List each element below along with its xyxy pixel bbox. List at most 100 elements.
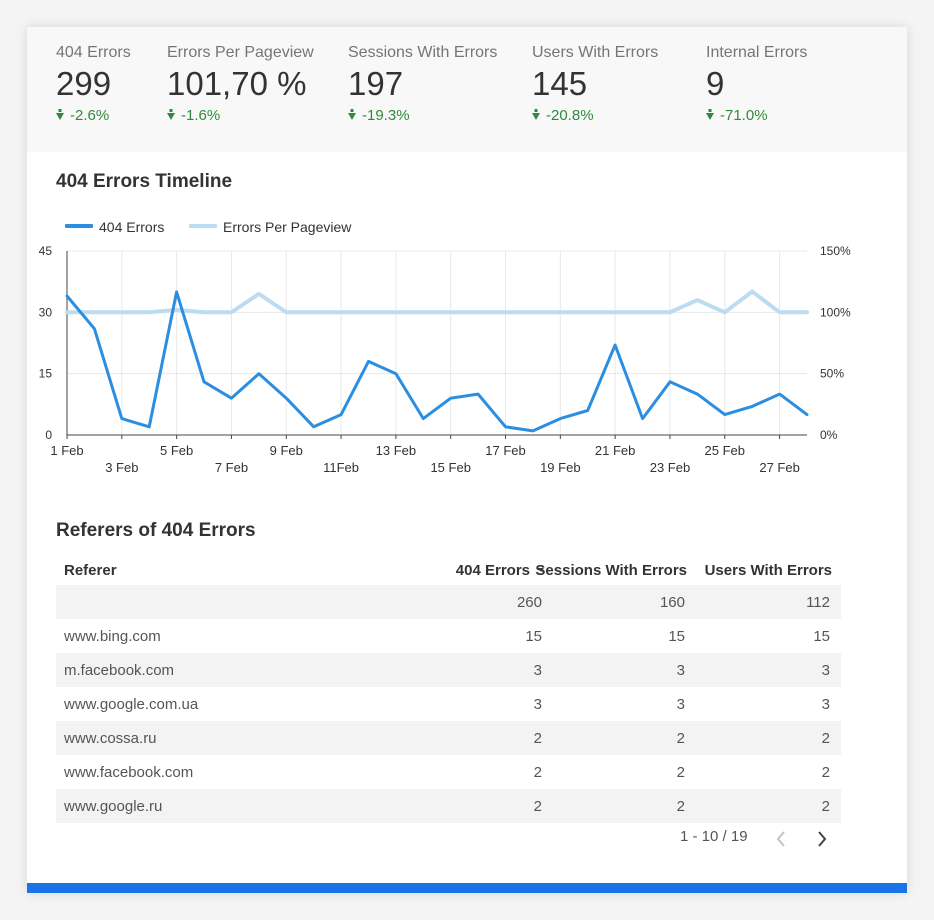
cell-referer: www.google.com.ua [64, 696, 199, 713]
kpi-value: 145 [532, 65, 588, 102]
kpi-delta-value: -19.3% [362, 107, 410, 124]
x-tick-label: 1 Feb [50, 443, 83, 458]
kpi-band: 404 Errors 299 -2.6% Errors Per Pageview… [27, 27, 907, 152]
kpi-label: Errors Per Pageview [167, 44, 314, 61]
column-header-label: 404 Errors [455, 562, 530, 579]
kpi-value: 9 [706, 65, 725, 102]
table-row: www.facebook.com 2 2 2 [56, 755, 841, 789]
kpi-value: 101,70 % [167, 65, 307, 102]
chevron-left-icon [776, 831, 785, 847]
kpi-delta: -71.0% [706, 107, 768, 124]
cell-referer: www.facebook.com [64, 764, 194, 781]
arrow-down-icon [706, 109, 714, 120]
cell-404-errors: 15 [525, 628, 542, 645]
column-header-404-errors[interactable]: 404 Errors [456, 562, 544, 579]
cell-sessions-with-errors: 3 [676, 662, 685, 679]
x-tick-label: 5 Feb [160, 443, 193, 458]
kpi-delta-value: -20.8% [546, 107, 594, 124]
x-tick-label: 11Feb [323, 460, 359, 475]
timeline-chart: 0 15 30 45 0% 50% 100% 150% 1 Feb 3 Feb 5 Feb 7 Feb… [39, 244, 851, 475]
kpi-delta-value: -2.6% [70, 107, 110, 124]
cell-users-with-errors: 3 [821, 662, 830, 679]
referers-title: Referers of 404 Errors [56, 520, 256, 541]
cell-sessions-with-errors: 15 [668, 628, 685, 645]
y-left-tick-label: 30 [39, 305, 53, 319]
y-left-tick-label: 0 [45, 428, 52, 442]
cell-404-errors: 3 [533, 662, 542, 679]
kpi-delta-value: -71.0% [720, 107, 768, 124]
cell-sessions-with-errors: 160 [659, 594, 685, 611]
x-tick-label: 25 Feb [705, 443, 745, 458]
legend-label: Errors Per Pageview [223, 219, 352, 235]
kpi-delta: -20.8% [532, 107, 594, 124]
x-tick-label: 19 Feb [540, 460, 580, 475]
y-left-tick-label: 45 [39, 244, 53, 258]
series-line-404-errors [65, 290, 809, 433]
y-right-tick-label: 100% [820, 305, 851, 319]
arrow-down-icon [167, 109, 175, 120]
x-tick-label: 13 Feb [376, 443, 416, 458]
cell-referer: www.cossa.ru [64, 730, 157, 747]
table-row: www.google.ru 2 2 2 [56, 789, 841, 823]
table-row: m.facebook.com 3 3 3 [56, 653, 841, 687]
cell-referer: m.facebook.com [64, 662, 175, 679]
bottom-accent-bar [27, 883, 907, 893]
legend-item-errors-per-pageview[interactable]: Errors Per Pageview [189, 219, 351, 235]
cell-404-errors: 260 [516, 594, 542, 611]
legend-swatch-404-errors [65, 224, 93, 228]
cell-sessions-with-errors: 2 [676, 798, 685, 815]
legend-swatch-errors-per-pageview [189, 224, 217, 228]
legend-label: 404 Errors [99, 219, 165, 235]
kpi-value: 197 [348, 65, 404, 102]
cell-404-errors: 3 [533, 696, 542, 713]
cell-sessions-with-errors: 3 [676, 696, 685, 713]
cell-users-with-errors: 2 [821, 730, 830, 747]
cell-users-with-errors: 112 [806, 594, 830, 611]
dashboard-card: 404 Errors 299 -2.6% Errors Per Pageview… [27, 27, 907, 893]
x-tick-label: 15 Feb [430, 460, 470, 475]
table-row: www.google.com.ua 3 3 3 [56, 687, 841, 721]
y-right-tick-label: 50% [820, 367, 844, 381]
kpi-delta-value: -1.6% [181, 107, 221, 124]
x-tick-label: 3 Feb [105, 460, 138, 475]
chevron-right-icon [818, 831, 827, 847]
totals-row: 260 160 112 [56, 585, 841, 619]
prev-page-button[interactable] [773, 829, 789, 849]
timeline-title: 404 Errors Timeline [56, 171, 233, 192]
cell-referer: www.bing.com [64, 628, 161, 645]
table-header: Referer 404 Errors Sessions With Errors … [56, 553, 841, 585]
x-tick-label: 27 Feb [759, 460, 799, 475]
cell-sessions-with-errors: 2 [676, 764, 685, 781]
cell-404-errors: 2 [533, 730, 542, 747]
kpi-delta: -2.6% [56, 107, 109, 124]
arrow-down-icon [348, 109, 356, 120]
table-row: www.cossa.ru 2 2 2 [56, 721, 841, 755]
x-tick-label: 21 Feb [595, 443, 635, 458]
kpi-delta: -1.6% [167, 107, 220, 124]
pagination: 1 - 10 / 19 [680, 828, 748, 845]
cell-404-errors: 2 [533, 764, 542, 781]
arrow-down-icon [56, 109, 64, 120]
kpi-delta: -19.3% [348, 107, 410, 124]
column-header-referer[interactable]: Referer [64, 562, 117, 579]
legend-item-404-errors[interactable]: 404 Errors [65, 219, 164, 235]
cell-sessions-with-errors: 2 [676, 730, 685, 747]
kpi-label: 404 Errors [56, 44, 131, 61]
y-left-tick-label: 15 [39, 367, 53, 381]
cell-404-errors: 2 [533, 798, 542, 815]
table-row: www.bing.com 15 15 15 [56, 619, 841, 653]
kpi-label: Internal Errors [706, 44, 808, 61]
series-line-errors-per-pageview [65, 289, 809, 315]
column-header-users-with-errors[interactable]: Users With Errors [704, 562, 832, 579]
cell-users-with-errors: 3 [821, 696, 830, 713]
x-tick-label: 9 Feb [270, 443, 303, 458]
pagination-range: 1 - 10 / 19 [680, 828, 748, 845]
next-page-button[interactable] [814, 829, 830, 849]
x-tick-label: 23 Feb [650, 460, 690, 475]
kpi-value: 299 [56, 65, 112, 102]
cell-referer: www.google.ru [64, 798, 163, 815]
column-header-sessions-with-errors[interactable]: Sessions With Errors [535, 562, 687, 579]
x-tick-label: 7 Feb [215, 460, 248, 475]
kpi-label: Users With Errors [532, 44, 659, 61]
cell-users-with-errors: 2 [821, 764, 830, 781]
